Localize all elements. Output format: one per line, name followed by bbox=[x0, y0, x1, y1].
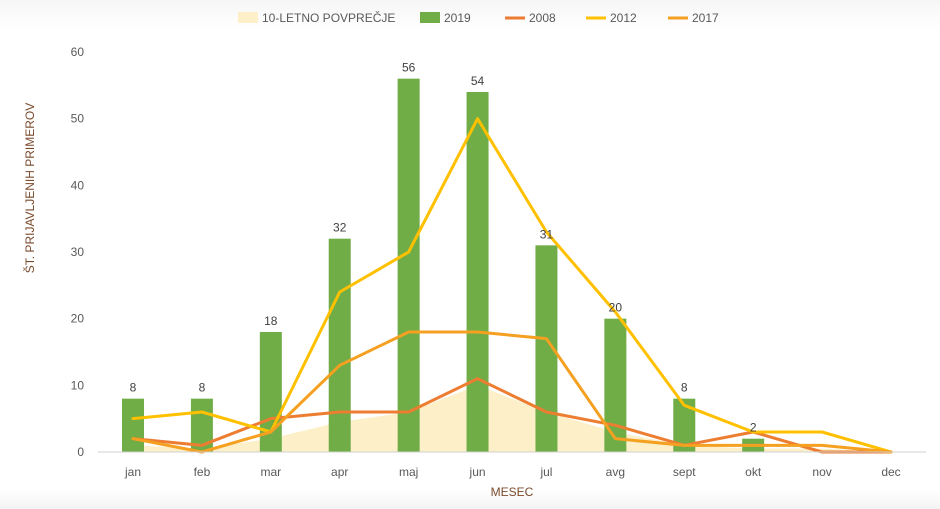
bar-value-label: 8 bbox=[130, 381, 137, 395]
bar-value-label: 54 bbox=[471, 74, 485, 88]
x-tick-label: maj bbox=[399, 465, 418, 479]
y-tick-label: 50 bbox=[71, 112, 85, 126]
bar-value-label: 8 bbox=[681, 381, 688, 395]
area-series bbox=[133, 385, 891, 452]
x-tick-label: okt bbox=[745, 465, 762, 479]
bar bbox=[673, 398, 696, 452]
x-tick-label: sept bbox=[673, 465, 696, 479]
legend-label: 10-LETNO POVPREČJE bbox=[262, 10, 395, 25]
bar-value-label: 56 bbox=[402, 61, 416, 75]
legend-label: 2019 bbox=[444, 11, 471, 25]
bar-value-label: 8 bbox=[199, 381, 206, 395]
y-tick-label: 10 bbox=[71, 378, 85, 392]
bar-value-label: 31 bbox=[540, 227, 554, 241]
bar bbox=[122, 398, 144, 452]
bar bbox=[466, 92, 489, 452]
line-series bbox=[131, 330, 893, 454]
legend-swatch bbox=[420, 12, 440, 23]
x-tick-label: jul bbox=[539, 465, 552, 479]
legend: 10-LETNO POVPREČJE 2019 2008 2012 2017 bbox=[238, 10, 719, 25]
y-tick-label: 0 bbox=[77, 445, 84, 459]
legend-label: 2012 bbox=[610, 11, 637, 25]
x-tick-label: apr bbox=[331, 465, 348, 479]
axis-layer: 0 10 20 30 40 50 60 jan feb mar apr maj jun jul avg sep… bbox=[71, 45, 926, 479]
x-tick-label: jun bbox=[469, 465, 486, 479]
y-tick-label: 60 bbox=[71, 45, 85, 59]
y-tick-label: 30 bbox=[71, 245, 85, 259]
legend-label: 2017 bbox=[692, 11, 719, 25]
x-tick-label: avg bbox=[606, 465, 625, 479]
bar bbox=[535, 245, 558, 452]
x-tick-label: feb bbox=[194, 465, 211, 479]
y-axis-title: ŠT. PRIJAVLJENIH PRIMEROV bbox=[22, 103, 37, 273]
line-series bbox=[131, 117, 893, 454]
x-axis-title: MESEC bbox=[491, 485, 534, 499]
x-tick-label: mar bbox=[260, 465, 281, 479]
legend-swatch bbox=[238, 12, 258, 23]
bar-value-label: 32 bbox=[333, 221, 347, 235]
x-tick-label: jan bbox=[124, 465, 141, 479]
legend-label: 2008 bbox=[529, 11, 556, 25]
x-tick-label: dec bbox=[881, 465, 900, 479]
area-layer bbox=[133, 385, 891, 452]
bar bbox=[604, 318, 627, 452]
x-tick-label: nov bbox=[812, 465, 831, 479]
y-tick-label: 40 bbox=[71, 178, 85, 192]
data-label-layer: 8 8 18 32 56 54 31 20 8 2 bbox=[130, 61, 757, 435]
bar-value-label: 18 bbox=[264, 314, 278, 328]
bar-value-label: 20 bbox=[609, 301, 623, 315]
bar bbox=[397, 78, 420, 453]
line-series bbox=[131, 377, 893, 454]
line-layer bbox=[131, 117, 893, 454]
bar-value-label: 2 bbox=[750, 421, 757, 435]
bar bbox=[328, 238, 351, 452]
y-tick-label: 20 bbox=[71, 312, 85, 326]
